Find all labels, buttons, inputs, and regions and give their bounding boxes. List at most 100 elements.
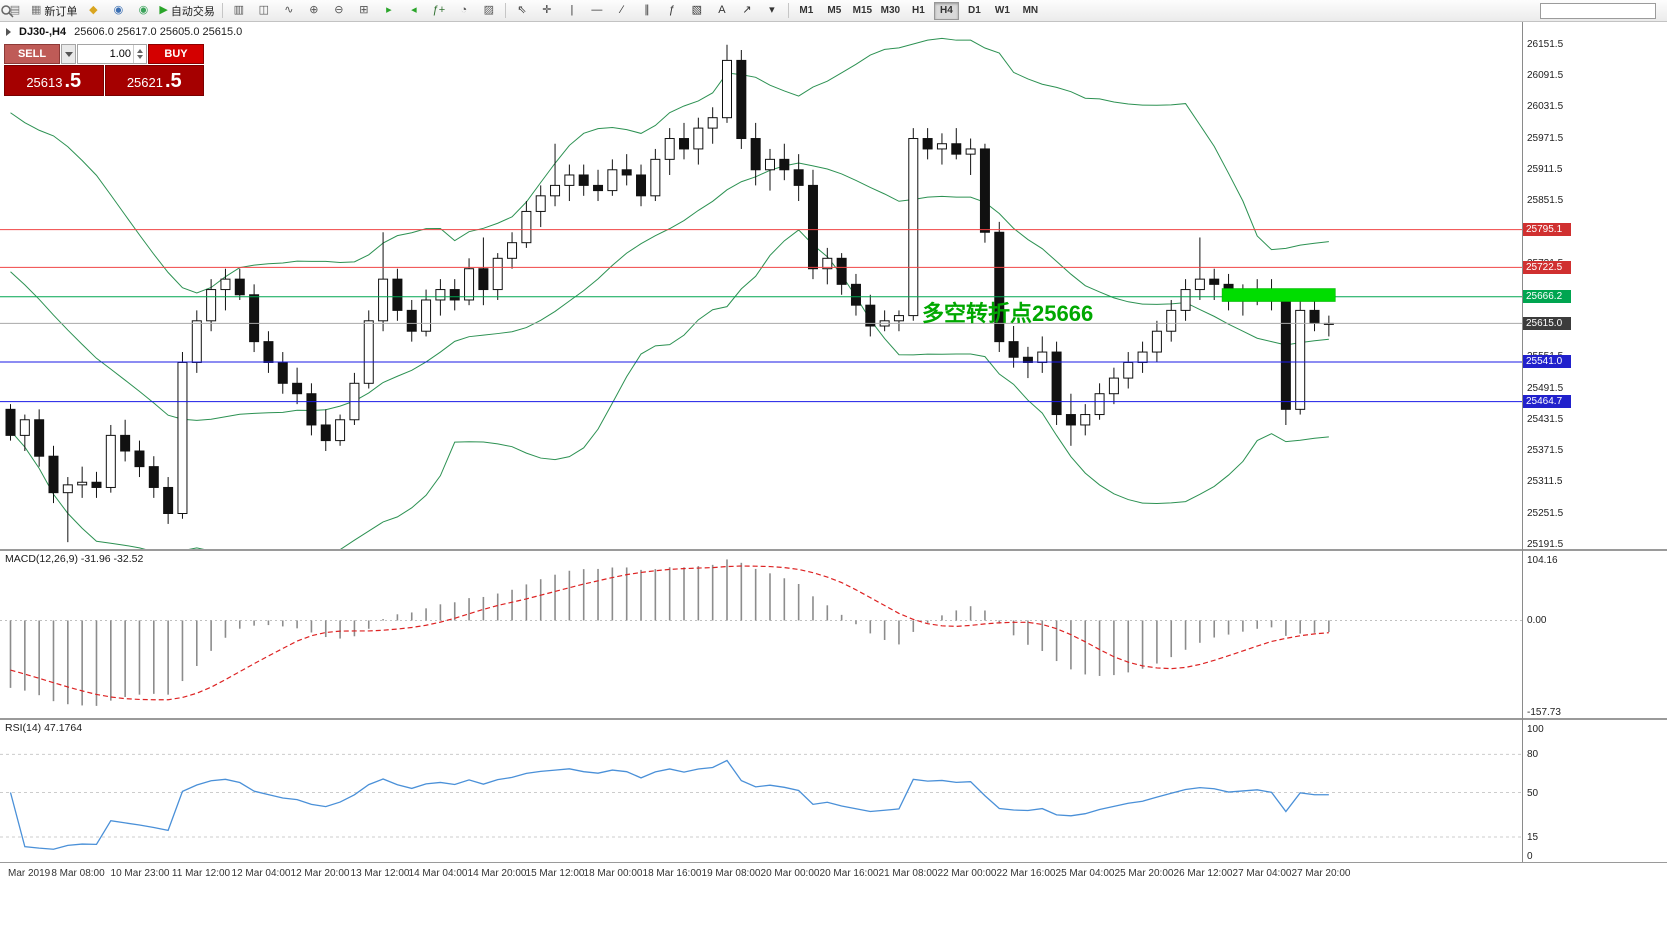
main-price-chart[interactable] bbox=[0, 22, 1522, 549]
accounts-icon[interactable]: ◉ bbox=[106, 1, 130, 21]
timeframe-button-w1[interactable]: W1 bbox=[994, 5, 1010, 16]
accounts-icon: ◉ bbox=[113, 4, 124, 16]
zoom-in-icon[interactable]: ⊕ bbox=[302, 1, 326, 21]
fibonacci-icon: ƒ bbox=[668, 4, 675, 16]
periods-icon[interactable]: ◔ bbox=[452, 1, 476, 21]
timeframe-button-mn[interactable]: MN bbox=[1022, 5, 1039, 16]
line-chart-icon: ∿ bbox=[284, 4, 294, 16]
hline-price-label: 25541.0 bbox=[1523, 355, 1571, 369]
macd-pane[interactable] bbox=[0, 551, 1522, 718]
hline-price-label: 25615.0 bbox=[1523, 316, 1571, 330]
highlight-zone[interactable] bbox=[1221, 288, 1336, 302]
timeframe-button-h1[interactable]: H1 bbox=[911, 5, 925, 16]
hline-price-label: 25722.5 bbox=[1523, 260, 1571, 274]
buy-price-frac: .5 bbox=[164, 70, 182, 92]
horizontal-lines[interactable] bbox=[0, 229, 1522, 403]
chart-window-icon[interactable]: ▤ bbox=[3, 1, 27, 21]
auto-scroll-icon: ▸ bbox=[386, 4, 392, 16]
sell-price[interactable]: 25613 .5 bbox=[4, 65, 104, 96]
buy-price[interactable]: 25621 .5 bbox=[104, 65, 204, 96]
templates-icon[interactable]: ▨ bbox=[477, 1, 501, 21]
time-axis-label: Mar 2019 bbox=[8, 868, 51, 879]
vertical-line-icon: | bbox=[570, 4, 574, 16]
hline-price-label: 25795.1 bbox=[1523, 223, 1571, 237]
time-axis-label: 27 Mar 04:00 bbox=[1232, 868, 1292, 879]
macd-signal-line bbox=[10, 565, 1329, 701]
timeframe-button-m5[interactable]: M5 bbox=[827, 5, 842, 16]
shapes-icon: ▧ bbox=[691, 4, 703, 16]
rsi-tick-label: 100 bbox=[1527, 724, 1544, 735]
bollinger-bands bbox=[10, 37, 1329, 549]
bar-chart-icon[interactable]: ▥ bbox=[227, 1, 251, 21]
timeframe-button-m1[interactable]: M1 bbox=[799, 5, 814, 16]
line-chart-icon[interactable]: ∿ bbox=[277, 1, 301, 21]
tile-windows-icon[interactable]: ⊞ bbox=[352, 1, 376, 21]
time-axis-label: 18 Mar 16:00 bbox=[642, 868, 702, 879]
time-axis-label: 15 Mar 12:00 bbox=[525, 868, 585, 879]
shapes-icon[interactable]: ▧ bbox=[685, 1, 709, 21]
timeframe-button-m15[interactable]: M15 bbox=[852, 5, 873, 16]
time-axis-label: 26 Mar 12:00 bbox=[1173, 868, 1233, 879]
chart-shift-icon[interactable]: ◂ bbox=[402, 1, 426, 21]
timeframe-button-h4[interactable]: H4 bbox=[933, 1, 959, 20]
macd-tick-label: 104.16 bbox=[1527, 555, 1558, 566]
more-tools-icon[interactable]: ▾ bbox=[760, 1, 784, 21]
pane-separator[interactable] bbox=[0, 718, 1667, 720]
time-axis-label: 22 Mar 16:00 bbox=[996, 868, 1056, 879]
hline-price-label: 25464.7 bbox=[1523, 395, 1571, 409]
community-icon: ◉ bbox=[138, 4, 149, 16]
rsi-tick-label: 50 bbox=[1527, 787, 1539, 799]
price-tick-label: 25371.5 bbox=[1527, 445, 1564, 457]
crosshair-icon[interactable]: ✛ bbox=[535, 1, 559, 21]
buy-button[interactable]: BUY bbox=[148, 44, 204, 64]
auto-scroll-icon[interactable]: ▸ bbox=[377, 1, 401, 21]
volume-field[interactable] bbox=[77, 44, 147, 64]
volume-dropdown-button[interactable] bbox=[61, 44, 76, 64]
volume-input[interactable] bbox=[78, 47, 133, 61]
time-axis-label: 20 Mar 00:00 bbox=[760, 868, 820, 879]
arrows-icon[interactable]: ↗ bbox=[735, 1, 759, 21]
cursor-icon[interactable]: ⇖ bbox=[510, 1, 534, 21]
spinner-up-icon[interactable] bbox=[137, 49, 143, 53]
macd-tick-label: -157.73 bbox=[1527, 707, 1561, 718]
vertical-line-icon[interactable]: | bbox=[560, 1, 584, 21]
time-axis-label: 25 Mar 04:00 bbox=[1055, 868, 1115, 879]
zoom-in-icon: ⊕ bbox=[309, 4, 319, 16]
price-tick-label: 25491.5 bbox=[1527, 382, 1564, 394]
symbol-timeframe: DJ30-,H4 bbox=[19, 26, 67, 38]
chart-annotation: 多空转折点25666 bbox=[922, 301, 1094, 326]
candles[interactable] bbox=[5, 44, 1334, 543]
timeframe-button-d1[interactable]: D1 bbox=[967, 5, 981, 16]
sell-price-frac: .5 bbox=[64, 70, 82, 92]
deposit-icon[interactable]: ◆ bbox=[81, 1, 105, 21]
one-click-trading-panel: SELL BUY 25613 .5 25621 .5 bbox=[4, 44, 204, 96]
chart-shift-icon: ◂ bbox=[411, 4, 417, 16]
new-order-button[interactable]: ▦ 新订单 bbox=[28, 1, 80, 21]
equidistant-channel-icon: ∥ bbox=[644, 4, 650, 16]
sell-button[interactable]: SELL bbox=[4, 44, 60, 64]
price-tick-label: 25671.5 bbox=[1527, 288, 1564, 300]
equidistant-channel-icon[interactable]: ∥ bbox=[635, 1, 659, 21]
time-axis-label: 21 Mar 08:00 bbox=[878, 868, 938, 879]
spinner-down-icon[interactable] bbox=[137, 55, 143, 59]
community-icon[interactable]: ◉ bbox=[131, 1, 155, 21]
crosshair-icon: ✛ bbox=[542, 4, 552, 16]
candlestick-chart-icon[interactable]: ◫ bbox=[252, 1, 276, 21]
price-tick-label: 25611.5 bbox=[1527, 320, 1563, 332]
volume-stepper[interactable] bbox=[133, 45, 146, 63]
rsi-pane[interactable] bbox=[0, 720, 1522, 862]
autotrade-button[interactable]: ▶ 自动交易 bbox=[156, 1, 217, 21]
price-tick-label: 25851.5 bbox=[1527, 195, 1564, 207]
text-label-icon[interactable]: A bbox=[710, 1, 734, 21]
timeframe-button-m30[interactable]: M30 bbox=[880, 5, 901, 16]
zoom-out-icon[interactable]: ⊖ bbox=[327, 1, 351, 21]
trendline-icon[interactable]: ∕ bbox=[610, 1, 634, 21]
fibonacci-icon[interactable]: ƒ bbox=[660, 1, 684, 21]
search-input[interactable] bbox=[1540, 2, 1656, 19]
indicators-icon[interactable]: ƒ+ bbox=[427, 1, 451, 21]
pane-separator[interactable] bbox=[0, 549, 1667, 551]
rsi-tick-label: 0 bbox=[1527, 851, 1533, 862]
price-tick-label: 25911.5 bbox=[1527, 163, 1563, 175]
price-tick-label: 25971.5 bbox=[1527, 132, 1564, 144]
horizontal-line-icon[interactable]: — bbox=[585, 1, 609, 21]
